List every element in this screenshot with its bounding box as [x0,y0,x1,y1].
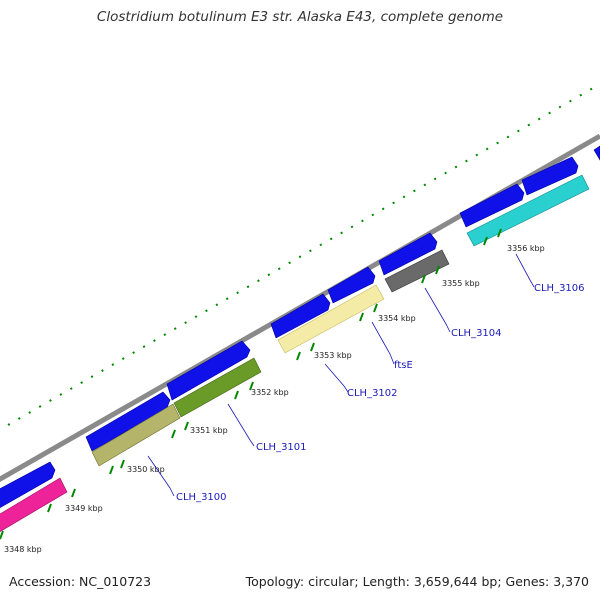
label-line-clh-3104 [424,287,451,333]
label-line-clh-3101 [227,403,255,447]
gene-block-clh-3104 [384,249,450,293]
gene-labels: CLH_3100 CLH_3101 CLH_3102 ftsE CLH_3104… [176,283,585,503]
label-line-clh-3106 [515,253,535,288]
accession-text: Accession: NC_010723 [9,574,152,589]
gene-block-clh-3100 [91,403,181,467]
gene-label-lines [147,253,535,497]
label-line-clh-3100 [147,455,175,497]
gene-label-clh-3100: CLH_3100 [176,492,227,503]
tick-label: 3353 kbp [314,351,352,360]
cds-arrow [85,391,171,452]
tick-label: 3354 kbp [378,314,416,323]
gene-label-clh-3102: CLH_3102 [347,388,398,399]
forward-cds-track [0,145,600,509]
tick-label: 3350 kbp [127,465,165,474]
summary-text: Topology: circular; Length: 3,659,644 bp… [245,574,589,589]
cds-arrow [378,232,438,276]
cds-arrow [166,340,251,401]
gene-block-track [0,174,590,532]
gene-block-clh-3102 [277,284,385,354]
gene-label-clh-3101: CLH_3101 [256,442,307,453]
gene-block-clh-3106 [466,174,590,247]
gene-block-pink [0,477,68,532]
tick-label: 3348 kbp [4,545,42,554]
tick-label: 3349 kbp [65,504,103,513]
cds-arrow [521,156,579,196]
gene-label-ftse: ftsE [394,360,413,371]
cds-arrow [459,183,525,228]
tick-label: 3355 kbp [442,279,480,288]
cds-arrow [593,145,600,161]
cds-arrow [0,461,56,509]
gene-label-clh-3104: CLH_3104 [451,328,502,339]
gene-block-clh-3101 [173,357,262,418]
tick-label: 3356 kbp [507,244,545,253]
cds-arrow [270,293,331,339]
tick-label: 3351 kbp [190,426,228,435]
tick-labels: 3348 kbp 3349 kbp 3350 kbp 3351 kbp 3352… [4,244,545,554]
label-line-clh-3102 [324,363,349,393]
gene-label-clh-3106: CLH_3106 [534,283,585,294]
cds-arrow [327,266,376,304]
inner-tick-track [0,228,502,540]
outer-tick-ring [7,83,600,426]
tick-label: 3352 kbp [251,388,289,397]
label-line-ftse [371,321,395,365]
map-title: Clostridium botulinum E3 str. Alaska E43… [96,9,504,25]
